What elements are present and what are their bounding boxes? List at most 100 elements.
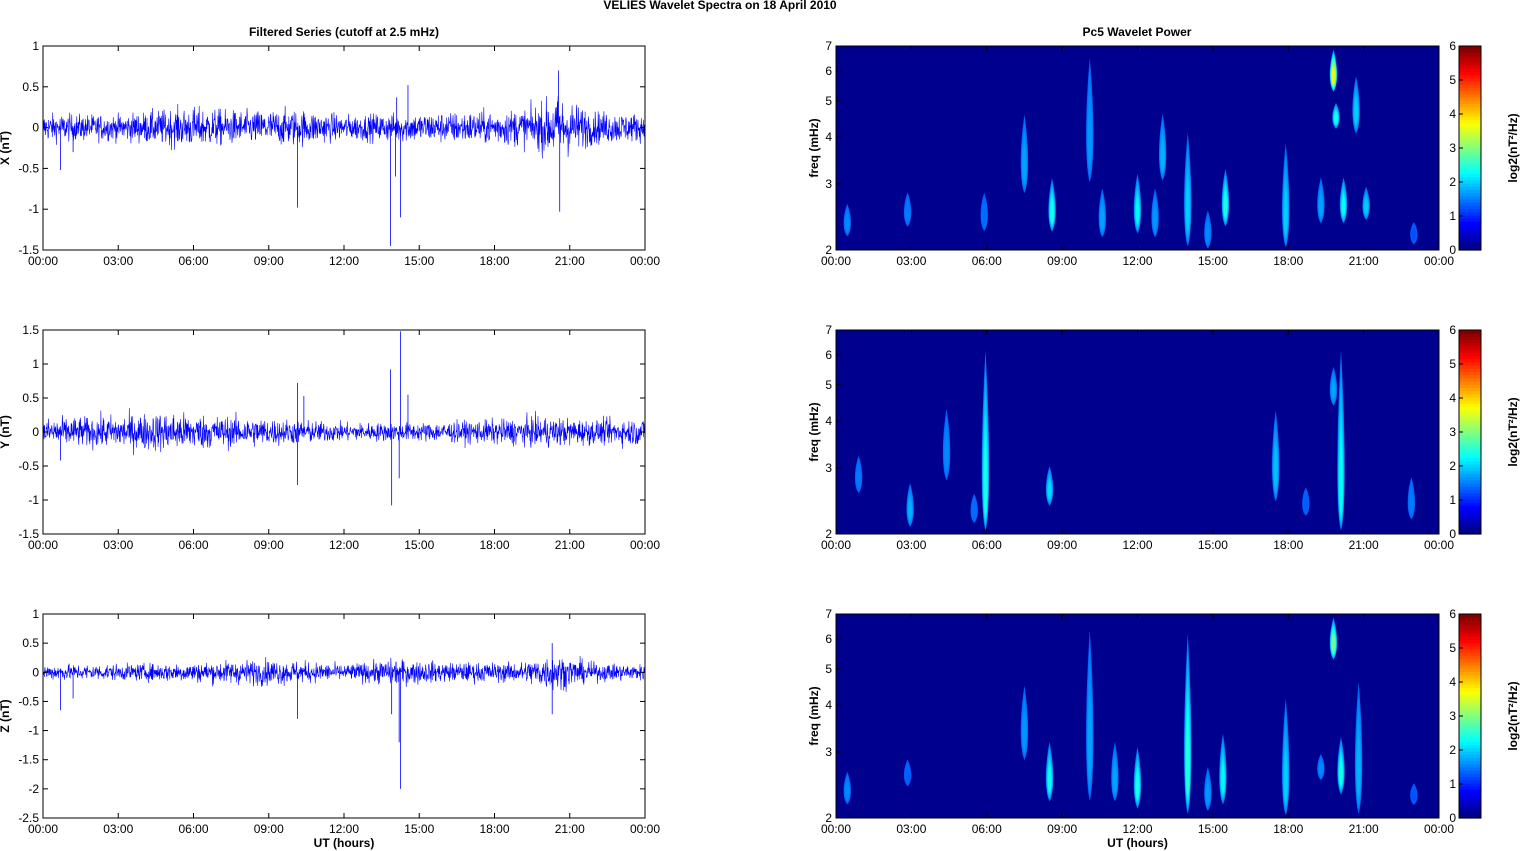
colorbar-tick-label: 2 [1449, 459, 1456, 473]
colorbar-cell [1459, 773, 1481, 778]
wv-xtick-label: 06:00 [972, 822, 1002, 836]
colorbar-cell [1459, 409, 1481, 414]
colorbar-cell [1459, 199, 1481, 203]
wv-xtick-label: 15:00 [1198, 538, 1228, 552]
colorbar-cell [1459, 77, 1481, 82]
colorbar-cell [1459, 511, 1481, 516]
colorbar-cell [1459, 486, 1481, 490]
colorbar: 0 1 2 3 4 5 6 log2(nT²/Hz) [1449, 39, 1520, 257]
ytick-label: 0 [32, 425, 39, 439]
colorbar-cell [1459, 498, 1481, 503]
ts-xtick-label: 00:00 [630, 254, 660, 268]
colorbar-cell [1459, 473, 1481, 478]
ytick-label: -0.5 [18, 694, 39, 708]
ts-xtick-label: 00:00 [28, 254, 58, 268]
wv-xtick-label: 06:00 [972, 538, 1002, 552]
colorbar-cell [1459, 87, 1481, 92]
colorbar-cell [1459, 361, 1481, 366]
colorbar-cell [1459, 416, 1481, 420]
wv-xtick-label: 06:00 [972, 254, 1002, 268]
power-blob [1331, 380, 1336, 400]
colorbar-cell [1459, 135, 1481, 140]
colorbar-cell [1459, 735, 1481, 739]
colorbar-cell [1459, 205, 1481, 210]
wv-xtick-label: 09:00 [1047, 538, 1077, 552]
colorbar-cell [1459, 693, 1481, 698]
power-blob [1283, 747, 1288, 804]
colorbar-cell [1459, 138, 1481, 143]
power-blob [1185, 710, 1190, 797]
colorbar-cell [1459, 741, 1481, 746]
left-column-title: Filtered Series (cutoff at 2.5 mHz) [249, 25, 439, 39]
colorbar-cell [1459, 240, 1481, 245]
power-blob [1356, 732, 1361, 797]
colorbar-cell [1459, 786, 1481, 790]
colorbar-cell [1459, 674, 1481, 679]
colorbar-cell [1459, 374, 1481, 379]
timeseries-panel-x: -1.5 -1 -0.5 0 0.5 1 00:00 03:00 06:00 09:00 12:00… [0, 39, 660, 268]
power-blob [905, 768, 910, 782]
ts-xtick-label: 18:00 [479, 822, 509, 836]
ytick-label: -1 [28, 202, 39, 216]
colorbar-cell [1459, 186, 1481, 191]
plot-area [43, 46, 645, 250]
power-blob [1160, 138, 1165, 171]
colorbar-cell [1459, 789, 1481, 794]
colorbar-cell [1459, 687, 1481, 692]
colorbar-cell [1459, 751, 1481, 755]
colorbar-cell [1459, 782, 1481, 787]
y-axis-label: freq (mHz) [807, 402, 821, 461]
power-blob [1135, 195, 1140, 225]
colorbar-tick-label: 2 [1449, 743, 1456, 757]
colorbar-cell [1459, 451, 1481, 455]
ts-xtick-label: 21:00 [555, 254, 585, 268]
wv-xtick-label: 18:00 [1273, 822, 1303, 836]
power-blob [1047, 763, 1052, 793]
colorbar-tick-label: 0 [1449, 527, 1456, 541]
x-axis-label: UT (hours) [1107, 836, 1168, 850]
colorbar-cell [1459, 422, 1481, 427]
timeseries-panel-z: -2.5 -2 -1.5 -1 -0.5 0 0.5 1 00:00 03:00 06:00 09:0… [0, 607, 660, 850]
colorbar-cell [1459, 508, 1481, 513]
colorbar: 0 1 2 3 4 5 6 log2(nT²/Hz) [1449, 607, 1520, 825]
ytick-label: 4 [825, 414, 832, 428]
ytick-label: 4 [825, 130, 832, 144]
colorbar-cell [1459, 712, 1481, 717]
colorbar-cell [1459, 176, 1481, 181]
colorbar-cell [1459, 157, 1481, 162]
colorbar-cell [1459, 770, 1481, 774]
colorbar-cell [1459, 425, 1481, 430]
colorbar-cell [1459, 744, 1481, 749]
colorbar-cell [1459, 46, 1481, 50]
colorbar-tick-label: 6 [1449, 323, 1456, 337]
wavelet-panel-z: 2 3 4 5 6 7 00:00 03:00 06:00 09:00 12:00 15:00 18:0… [807, 607, 1520, 850]
ts-xtick-label: 00:00 [630, 822, 660, 836]
colorbar-cell [1459, 345, 1481, 350]
colorbar-cell [1459, 690, 1481, 695]
power-blobs [854, 350, 1416, 531]
colorbar-cell [1459, 795, 1481, 800]
colorbar-cell [1459, 738, 1481, 743]
wv-xtick-label: 03:00 [896, 822, 926, 836]
power-blob [1100, 205, 1105, 230]
ytick-label: -0.5 [18, 161, 39, 175]
colorbar-cell [1459, 202, 1481, 206]
ytick-label: -2 [28, 782, 39, 796]
colorbar-cell [1459, 97, 1481, 101]
colorbar-cell [1459, 457, 1481, 462]
colorbar-cell [1459, 163, 1481, 168]
colorbar-cell [1459, 642, 1481, 647]
colorbar-cell [1459, 218, 1481, 222]
ytick-label: -1.5 [18, 753, 39, 767]
ts-xtick-label: 12:00 [329, 538, 359, 552]
power-blob [1334, 111, 1338, 124]
colorbar-cell [1459, 814, 1481, 819]
colorbar-cell [1459, 336, 1481, 341]
colorbar-cell [1459, 100, 1481, 104]
colorbar-cell [1459, 125, 1481, 130]
colorbar-tick-label: 1 [1449, 493, 1456, 507]
power-blob [1339, 757, 1343, 786]
colorbar-cell [1459, 527, 1481, 532]
colorbar-cell [1459, 384, 1481, 388]
colorbar-cell [1459, 652, 1481, 657]
